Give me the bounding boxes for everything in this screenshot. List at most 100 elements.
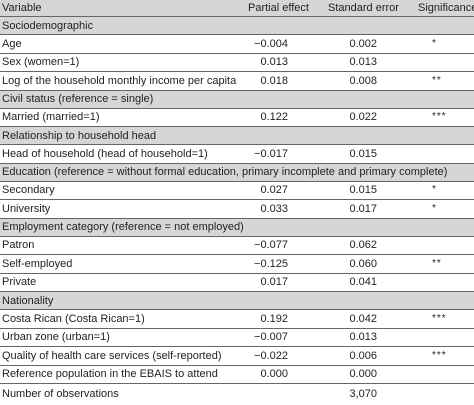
partial-effect-cell: 0.013 bbox=[260, 56, 288, 69]
table-row: Costa Rican (Costa Rican=1) 0.192 0.042 *** bbox=[0, 310, 474, 328]
section-title: Relationship to household head bbox=[2, 129, 157, 142]
standard-error-cell: 0.017 bbox=[349, 202, 377, 215]
row-divider bbox=[0, 217, 474, 219]
standard-error-cell: 0.002 bbox=[349, 37, 377, 50]
row-label: Reference population in the EBAIS to att… bbox=[2, 368, 218, 381]
row-divider bbox=[0, 364, 474, 366]
partial-effect-cell: 0.000 bbox=[260, 368, 288, 381]
standard-error-cell: 0.000 bbox=[349, 368, 377, 381]
table-row: Sex (women=1) 0.013 0.013 bbox=[0, 54, 474, 72]
footer-value: 3,070 bbox=[349, 388, 377, 400]
standard-error-cell: 0.042 bbox=[349, 312, 377, 325]
table-row: Private 0.017 0.041 bbox=[0, 274, 474, 292]
significance-cell: *** bbox=[432, 111, 447, 123]
row-divider bbox=[0, 71, 474, 72]
row-label: Private bbox=[2, 276, 37, 289]
standard-error-cell: 0.008 bbox=[349, 74, 377, 87]
footer-label: Number of observations bbox=[2, 388, 119, 400]
row-label: Log of the household monthly income per … bbox=[2, 74, 237, 87]
partial-effect-cell: −0.017 bbox=[254, 147, 288, 160]
row-divider bbox=[0, 272, 474, 274]
standard-error-cell: 0.062 bbox=[349, 239, 377, 252]
section-header-row: Relationship to household head bbox=[0, 127, 474, 144]
header-variable: Variable bbox=[2, 2, 42, 14]
significance-cell: *** bbox=[432, 312, 447, 324]
partial-effect-cell: 0.122 bbox=[260, 111, 288, 124]
table-row: Self-employed −0.125 0.060 ** bbox=[0, 255, 474, 273]
table-row: Age −0.004 0.002 * bbox=[0, 35, 474, 53]
row-label: University bbox=[2, 202, 51, 215]
section-title: Nationality bbox=[2, 294, 54, 307]
row-divider bbox=[0, 327, 474, 329]
standard-error-cell: 0.006 bbox=[349, 349, 377, 362]
section-title: Civil status (reference = single) bbox=[2, 93, 154, 105]
row-label: Head of household (head of household=1) bbox=[2, 147, 208, 160]
row-label: Costa Rican (Costa Rican=1) bbox=[2, 312, 145, 325]
standard-error-cell: 0.013 bbox=[349, 331, 377, 344]
partial-effect-cell: −0.077 bbox=[254, 239, 288, 252]
row-label: Self-employed bbox=[2, 257, 73, 270]
header-significance: Significance bbox=[418, 2, 474, 14]
standard-error-cell: 0.013 bbox=[349, 56, 377, 69]
partial-effect-cell: 0.033 bbox=[260, 202, 288, 215]
standard-error-cell: 0.022 bbox=[349, 111, 377, 124]
row-divider bbox=[0, 309, 474, 310]
section-header-row: Education (reference = without formal ed… bbox=[0, 163, 474, 181]
partial-effect-cell: −0.007 bbox=[254, 331, 288, 344]
row-label: Urban zone (urban=1) bbox=[2, 331, 110, 344]
table-row: Quality of health care services (self-re… bbox=[0, 347, 474, 365]
significance-cell: ** bbox=[432, 74, 442, 86]
row-label: Sex (women=1) bbox=[2, 56, 80, 69]
standard-error-cell: 0.041 bbox=[349, 276, 377, 289]
table-row: Log of the household monthly income per … bbox=[0, 72, 474, 90]
table-row: Urban zone (urban=1) −0.007 0.013 bbox=[0, 329, 474, 347]
table-row: Secondary 0.027 0.015 * bbox=[0, 182, 474, 200]
significance-cell: * bbox=[432, 202, 437, 214]
header-standard-error: Standard error bbox=[328, 2, 399, 14]
section-title: Employment category (reference = not emp… bbox=[2, 221, 244, 233]
partial-effect-cell: −0.125 bbox=[254, 257, 288, 270]
table-row: Reference population in the EBAIS to att… bbox=[0, 366, 474, 384]
row-divider bbox=[0, 89, 474, 91]
row-divider bbox=[0, 144, 474, 145]
table-row: Patron −0.077 0.062 bbox=[0, 237, 474, 255]
row-divider bbox=[0, 162, 474, 164]
section-header-row: Nationality bbox=[0, 292, 474, 309]
row-divider bbox=[0, 254, 474, 255]
table-row: Head of household (head of household=1) −… bbox=[0, 145, 474, 163]
section-header-row: Sociodemographic bbox=[0, 17, 474, 34]
partial-effect-cell: 0.027 bbox=[260, 184, 288, 197]
row-label: Secondary bbox=[2, 184, 55, 197]
section-header-row: Employment category (reference = not emp… bbox=[0, 218, 474, 236]
row-divider bbox=[0, 346, 474, 347]
partial-effect-cell: 0.192 bbox=[260, 312, 288, 325]
section-title: Education (reference = without formal ed… bbox=[2, 166, 448, 178]
row-divider bbox=[0, 291, 474, 292]
table-row: University 0.033 0.017 * bbox=[0, 200, 474, 218]
significance-cell: * bbox=[432, 184, 437, 196]
significance-cell: * bbox=[432, 37, 437, 49]
partial-effect-cell: −0.004 bbox=[254, 37, 288, 50]
row-label: Patron bbox=[2, 239, 35, 252]
standard-error-cell: 0.015 bbox=[349, 147, 377, 160]
significance-cell: ** bbox=[432, 257, 442, 269]
standard-error-cell: 0.060 bbox=[349, 257, 377, 270]
row-divider bbox=[0, 199, 474, 200]
footer-row: Number of observations 3,070 bbox=[0, 384, 474, 404]
row-divider bbox=[0, 52, 474, 54]
row-divider bbox=[0, 107, 474, 109]
row-divider bbox=[0, 180, 474, 182]
row-divider bbox=[0, 34, 474, 35]
row-label: Quality of health care services (self-re… bbox=[2, 349, 222, 362]
row-label: Married (married=1) bbox=[2, 111, 100, 124]
standard-error-cell: 0.015 bbox=[349, 184, 377, 197]
row-divider bbox=[0, 235, 474, 237]
row-divider bbox=[0, 16, 474, 17]
table-header-row: Variable Partial effect Standard error S… bbox=[0, 0, 474, 16]
partial-effect-cell: −0.022 bbox=[254, 349, 288, 362]
significance-cell: *** bbox=[432, 349, 447, 361]
partial-effect-cell: 0.017 bbox=[260, 276, 288, 289]
section-header-row: Civil status (reference = single) bbox=[0, 90, 474, 108]
row-divider bbox=[0, 383, 474, 384]
